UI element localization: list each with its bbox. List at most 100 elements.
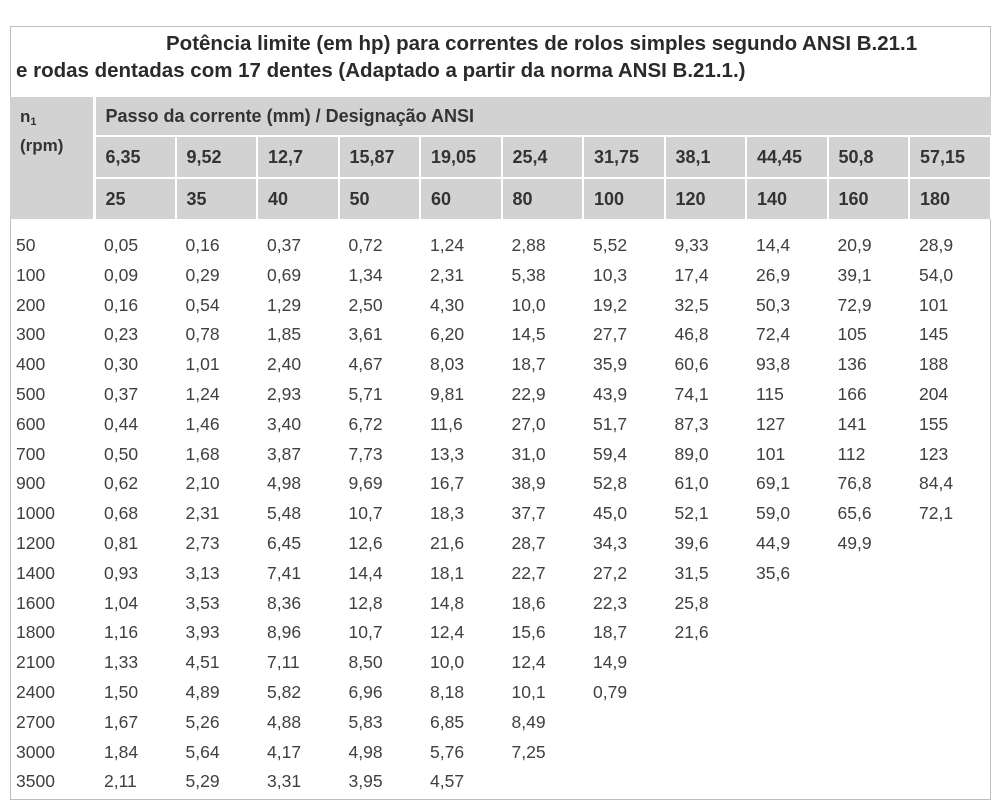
ansi-header-cell: 60 <box>420 178 503 219</box>
power-cell: 0,30 <box>104 354 139 375</box>
power-cell: 6,20 <box>430 324 465 345</box>
rpm-cell: 600 <box>16 413 46 434</box>
power-cell: 188 <box>919 354 949 375</box>
power-cell: 1,34 <box>348 264 383 285</box>
power-cell: 44,9 <box>756 532 791 553</box>
power-cell: 5,52 <box>593 235 628 255</box>
power-cell: 101 <box>919 294 949 315</box>
power-cell: 3,61 <box>348 324 383 345</box>
power-cell: 76,8 <box>837 473 872 494</box>
power-cell: 22,7 <box>511 562 546 583</box>
power-cell: 0,68 <box>104 503 139 524</box>
power-cell: 25,8 <box>674 592 709 613</box>
power-cell <box>909 767 991 797</box>
power-cell: 27,7 <box>593 324 628 345</box>
power-cell: 5,64 <box>185 741 220 762</box>
rpm-cell: 1600 <box>16 592 55 613</box>
power-cell: 7,11 <box>267 652 300 673</box>
power-cell: 115 <box>756 383 784 404</box>
power-cell: 0,72 <box>348 235 383 255</box>
rpm-cell: 200 <box>16 294 46 315</box>
power-cell: 20,9 <box>837 235 872 255</box>
power-cell: 2,10 <box>185 473 220 494</box>
power-cell <box>746 767 828 797</box>
power-cell: 18,7 <box>511 354 546 375</box>
rpm-cell: 100 <box>16 264 46 285</box>
power-cell: 45,0 <box>593 503 628 524</box>
power-cell <box>828 678 910 708</box>
power-cell: 14,9 <box>593 652 628 673</box>
power-cell: 6,45 <box>267 532 302 553</box>
power-cell: 166 <box>837 383 867 404</box>
power-cell: 37,7 <box>511 503 546 524</box>
power-cell <box>909 738 991 768</box>
power-cell: 18,7 <box>593 622 628 643</box>
pitch-header-row: 6,35 9,52 12,7 15,87 19,05 25,4 31,75 38,1 44,45… <box>10 136 992 179</box>
power-cell: 4,51 <box>185 652 220 673</box>
power-cell: 8,18 <box>430 681 465 702</box>
power-cell: 35,9 <box>593 354 628 375</box>
ansi-header-cell: 160 <box>827 178 910 219</box>
table-row: 600 0,44 1,46 3,40 6,72 11,6 27,0 51,7 87,3 127 14… <box>10 410 991 440</box>
power-cell: 34,3 <box>593 532 628 553</box>
power-cell: 6,85 <box>430 711 465 732</box>
power-cell <box>746 618 828 648</box>
ansi-header-cell: 140 <box>746 178 829 219</box>
power-cell: 72,9 <box>837 294 872 315</box>
power-cell: 4,88 <box>267 711 302 732</box>
rpm-column-header: n1 (rpm) <box>10 97 96 219</box>
table-row: 300 0,23 0,78 1,85 3,61 6,20 14,5 27,7 46,8 72,4 1… <box>10 320 991 350</box>
power-cell: 5,71 <box>348 383 383 404</box>
pitch-header-cell: 31,75 <box>583 136 666 179</box>
rpm-cell: 1200 <box>16 532 55 553</box>
rpm-cell: 2400 <box>16 681 55 702</box>
power-cell: 6,72 <box>348 413 383 434</box>
power-cell: 8,03 <box>430 354 465 375</box>
power-cell: 141 <box>837 413 867 434</box>
power-cell: 69,1 <box>756 473 791 494</box>
power-cell: 14,4 <box>348 562 383 583</box>
power-cell: 2,11 <box>104 771 137 792</box>
power-cell: 60,6 <box>674 354 709 375</box>
power-cell: 28,7 <box>511 532 546 553</box>
power-cell: 61,0 <box>674 473 709 494</box>
power-cell: 18,6 <box>511 592 546 613</box>
power-cell: 112 <box>837 443 866 464</box>
table-row: 500 0,37 1,24 2,93 5,71 9,81 22,9 43,9 74,1 115 16… <box>10 380 991 410</box>
power-cell: 1,84 <box>104 741 139 762</box>
power-cell: 7,25 <box>511 741 546 762</box>
power-cell: 1,67 <box>104 711 139 732</box>
power-cell <box>746 678 828 708</box>
power-cell: 21,6 <box>430 532 465 553</box>
table-title-line-1: Potência limite (em hp) para correntes d… <box>166 32 918 55</box>
power-cell: 12,8 <box>348 592 383 613</box>
power-cell: 0,50 <box>104 443 139 464</box>
power-cell <box>665 708 747 738</box>
power-cell: 1,04 <box>104 592 139 613</box>
power-cell <box>746 648 828 678</box>
power-cell: 0,62 <box>104 473 139 494</box>
power-cell: 39,1 <box>837 264 872 285</box>
power-cell <box>909 559 991 589</box>
power-cell: 18,3 <box>430 503 465 524</box>
power-cell: 22,9 <box>511 383 546 404</box>
power-cell: 5,76 <box>430 741 465 762</box>
power-cell: 2,93 <box>267 383 302 404</box>
power-cell: 74,1 <box>674 383 709 404</box>
table-row: 2700 1,67 5,26 4,88 5,83 6,85 8,49 <box>10 708 991 738</box>
power-cell: 1,33 <box>104 652 139 673</box>
power-cell: 72,1 <box>919 503 954 524</box>
power-cell <box>746 738 828 768</box>
power-cell: 1,29 <box>267 294 302 315</box>
rpm-cell: 2700 <box>16 711 55 732</box>
power-cell: 1,68 <box>185 443 220 464</box>
power-cell: 0,23 <box>104 324 139 345</box>
ansi-header-cell: 25 <box>94 178 177 219</box>
power-cell <box>828 648 910 678</box>
power-cell: 8,49 <box>511 711 546 732</box>
power-cell: 16,7 <box>430 473 465 494</box>
table-row: 700 0,50 1,68 3,87 7,73 13,3 31,0 59,4 89,0 101 11… <box>10 440 991 470</box>
power-cell: 2,31 <box>185 503 220 524</box>
power-cell: 0,05 <box>104 235 139 255</box>
body-spacer <box>10 219 991 231</box>
